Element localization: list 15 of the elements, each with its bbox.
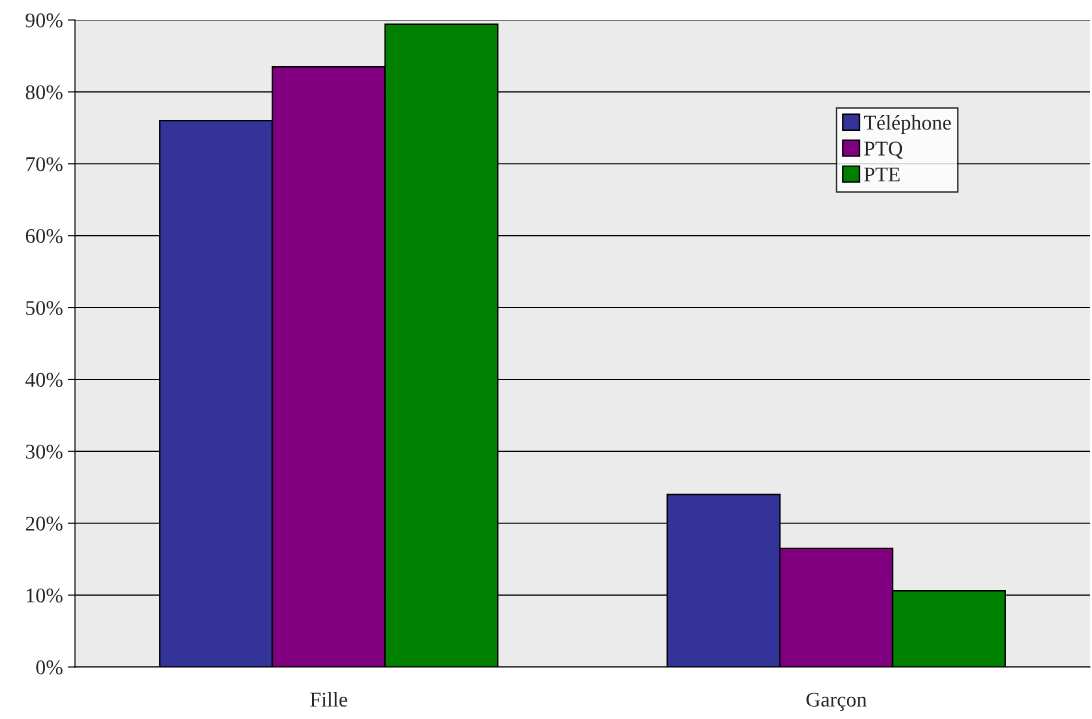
x-tick-label: Garçon (806, 692, 867, 711)
y-tick-label: 90% (25, 13, 63, 28)
y-tick-label: 70% (26, 157, 63, 172)
legend-label: PTE (864, 167, 900, 182)
y-tick-label: 80% (25, 85, 63, 100)
y-tick-label: 20% (25, 516, 63, 531)
y-tick-label: 0% (36, 660, 63, 675)
y-tick-label: 50% (26, 300, 63, 316)
y-tick-label: 30% (26, 444, 63, 459)
legend-label: PTQ (864, 141, 903, 159)
x-tick-label: Fille (310, 692, 348, 707)
y-tick-label: 10% (26, 588, 63, 603)
legend-label: Téléphone (863, 115, 951, 134)
y-tick-label: 60% (25, 229, 63, 244)
y-tick-label: 40% (25, 372, 63, 387)
